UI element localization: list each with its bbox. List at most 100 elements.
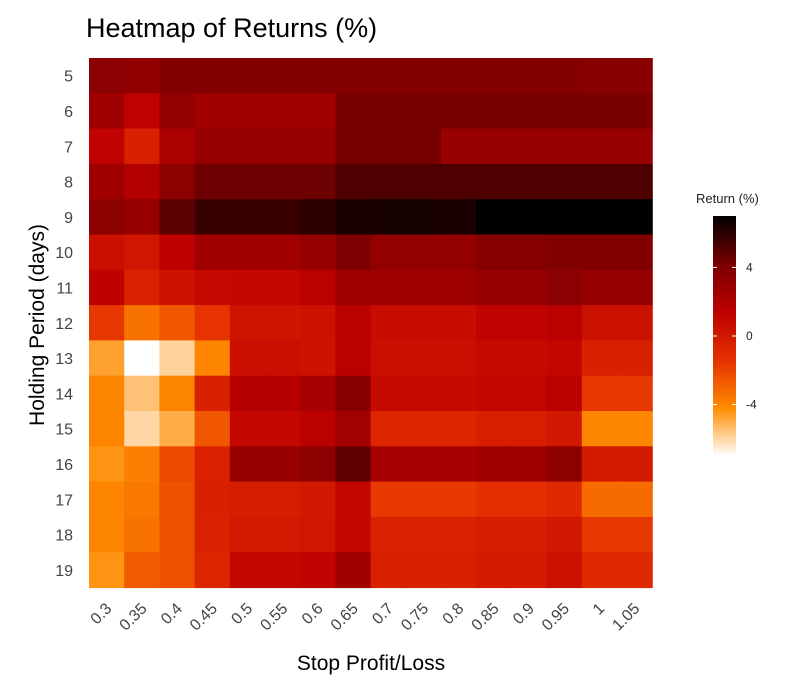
heatmap-cell [370,199,407,236]
heatmap-cell [229,234,266,271]
heatmap-cell [300,305,336,341]
heatmap-cell [405,411,442,447]
heatmap-cell [476,446,512,483]
heatmap-cell [441,305,477,341]
x-tick-label: 0.35 [117,600,151,634]
heatmap-cell [300,446,336,483]
heatmap-cell [581,234,618,271]
heatmap-cell [159,163,196,200]
colorbar-tick-label: 0 [746,329,753,343]
heatmap-cell [476,411,512,447]
heatmap-cell [335,446,372,483]
heatmap-cell [617,269,653,306]
heatmap-cell [511,305,548,341]
colorbar-tick-label: 4 [746,260,753,274]
heatmap-cell [89,375,125,412]
heatmap-cell [335,58,372,94]
x-tick-label: 0.65 [328,600,362,634]
heatmap-cell [159,446,196,483]
heatmap-cell [441,199,477,236]
heatmap-cell [335,128,372,165]
heatmap-cell [124,340,160,377]
heatmap-cell [265,269,301,306]
heatmap-cell [89,199,125,236]
heatmap-cell [194,552,231,589]
y-axis-ticks: 5 6 7 8 9 10 11 12 13 14 15 16 17 18 19 [55,69,73,580]
heatmap-cell [581,340,618,377]
heatmap-cell [335,516,372,553]
heatmap-cell [476,58,512,94]
heatmap-cell [265,481,301,518]
heatmap-cell [194,305,231,341]
heatmap-cell [476,481,512,518]
heatmap-cell [511,481,548,518]
heatmap-cell [335,411,372,447]
heatmap-cell [405,340,442,377]
y-tick-label: 10 [55,245,73,262]
heatmap-cell [405,446,442,483]
y-tick-label: 19 [55,563,73,580]
heatmap-cell [405,481,442,518]
x-tick-label: 0.85 [469,600,503,634]
heatmap-cell [335,375,372,412]
heatmap-cell [370,128,407,165]
heatmap-cell [300,163,336,200]
heatmap-cell [194,481,231,518]
heatmap-cell [581,305,618,341]
heatmap-cell [617,163,653,200]
heatmap-cell [124,516,160,553]
y-tick-label: 5 [64,69,73,86]
heatmap-cell [300,269,336,306]
heatmap-cell [335,234,372,271]
heatmap-cell [511,128,548,165]
heatmap-cell [441,340,477,377]
heatmap-cell [265,552,301,589]
heatmap-cell [300,340,336,377]
heatmap-cell [511,446,548,483]
heatmap-cell [441,516,477,553]
heatmap-cell [300,58,336,94]
heatmap-cell [159,552,196,589]
heatmap-cells [89,58,653,589]
heatmap-cell [265,93,301,130]
heatmap-cell [124,305,160,341]
heatmap-cell [581,128,618,165]
x-axis-ticks: 0.3 0.35 0.4 0.45 0.5 0.55 0.6 0.65 0.7 0.75 0.8 0.… [88,600,644,634]
x-tick-label: 0.55 [257,600,291,634]
chart-title: Heatmap of Returns (%) [86,13,377,43]
colorbar-gradient [713,216,736,456]
heatmap-cell [194,375,231,412]
heatmap-cell [89,481,125,518]
heatmap-cell [194,58,231,94]
heatmap-cell [511,234,548,271]
heatmap-cell [159,340,196,377]
x-tick-label: 0.5 [228,600,256,628]
heatmap-cell [265,58,301,94]
heatmap-cell [335,93,372,130]
y-tick-label: 13 [55,351,73,368]
heatmap-cell [581,199,618,236]
heatmap-cell [617,516,653,553]
heatmap-cell [265,163,301,200]
y-tick-label: 16 [55,457,73,474]
heatmap-cell [581,481,618,518]
heatmap-cell [546,516,583,553]
heatmap-cell [335,163,372,200]
heatmap-cell [194,446,231,483]
heatmap-cell [441,481,477,518]
heatmap-cell [511,516,548,553]
heatmap-cell [124,552,160,589]
heatmap-cell [546,411,583,447]
heatmap-cell [300,128,336,165]
heatmap-cell [581,163,618,200]
heatmap-cell [265,305,301,341]
x-tick-label: 1.05 [609,600,643,634]
heatmap-cell [441,234,477,271]
heatmap-cell [405,305,442,341]
heatmap-cell [370,305,407,341]
heatmap-cell [546,199,583,236]
heatmap-cell [617,375,653,412]
heatmap-cell [476,375,512,412]
x-tick-label: 0.7 [369,600,397,628]
heatmap-cell [194,411,231,447]
